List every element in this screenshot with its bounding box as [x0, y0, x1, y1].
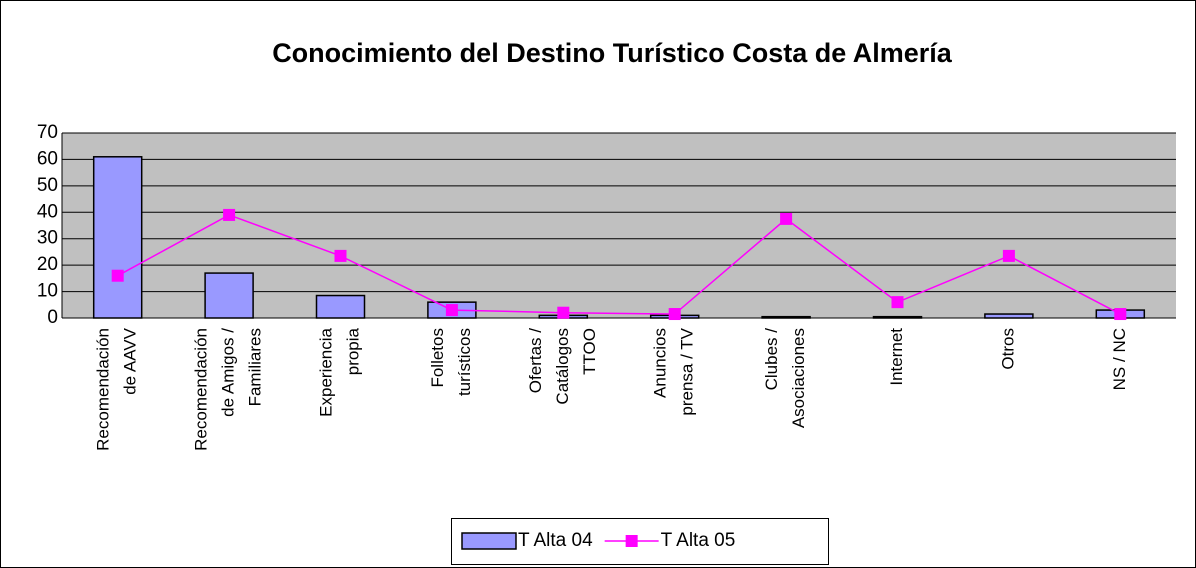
marker: [223, 208, 236, 221]
legend-label: T Alta 04: [518, 530, 593, 551]
x-tick-label: Anuncios: [651, 328, 670, 398]
line: [117, 214, 1121, 315]
y-tick-label: 10: [37, 281, 58, 302]
marker: [445, 304, 458, 317]
y-tick-label: 30: [37, 228, 58, 249]
y-tick-label: 40: [37, 201, 58, 222]
x-tick-label: Catálogos: [553, 328, 572, 405]
x-tick-label: Folletos: [428, 328, 447, 388]
x-tick-label: Experiencia: [316, 327, 335, 416]
bar: [204, 272, 254, 319]
x-tick-label: prensa / TV: [678, 327, 697, 415]
bar: [872, 315, 923, 319]
chart-title: Conocimiento del Destino Turístico Costa…: [272, 38, 953, 68]
marker: [1002, 249, 1015, 262]
x-tick-label: Familiares: [246, 328, 265, 406]
x-tick-label: Recomendación: [192, 328, 211, 451]
marker: [780, 212, 793, 225]
bar: [984, 313, 1034, 319]
x-tick-label: de AAVV: [121, 327, 140, 394]
x-tick-label: Ofertas /: [526, 328, 545, 393]
bar: [761, 315, 811, 319]
x-tick-label: TTOO: [580, 328, 599, 375]
marker: [891, 296, 904, 309]
x-tick-label: Internet: [887, 328, 906, 386]
x-tick-label: Asociaciones: [789, 328, 808, 428]
x-tick-label: turísticos: [455, 328, 474, 396]
legend-label: T Alta 05: [661, 530, 736, 551]
marker: [111, 269, 124, 282]
marker: [334, 249, 347, 262]
legend-marker: [625, 535, 638, 547]
x-tick-label: Otros: [998, 328, 1017, 370]
x-tick-label: Recomendación: [94, 328, 113, 451]
marker: [668, 308, 681, 321]
y-tick-label: 0: [47, 307, 58, 328]
x-tick-label: propia: [343, 327, 362, 375]
y-tick-label: 20: [37, 254, 58, 275]
y-tick-label: 70: [37, 122, 58, 143]
x-tick-label: Clubes /: [762, 328, 781, 391]
x-tick-label: de Amigos /: [219, 328, 238, 417]
bar: [315, 294, 366, 319]
legend-swatch: [461, 532, 517, 550]
marker: [557, 306, 570, 319]
x-tick-label: NS / NC: [1110, 328, 1129, 390]
marker: [1114, 308, 1127, 321]
bar: [92, 156, 143, 319]
y-tick-label: 60: [37, 148, 58, 169]
y-tick-label: 50: [37, 175, 58, 196]
